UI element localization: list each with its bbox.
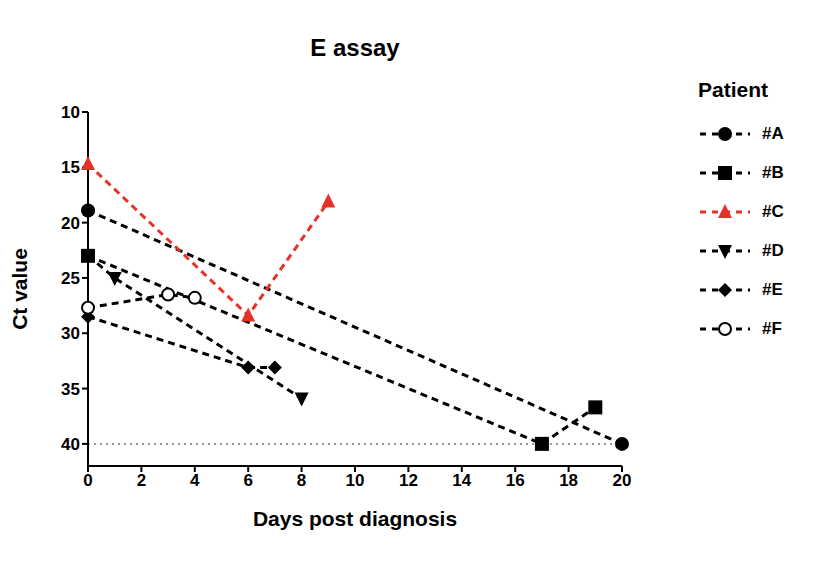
svg-text:Days post diagnosis: Days post diagnosis	[253, 507, 457, 530]
svg-text:6: 6	[243, 471, 252, 490]
html-text:#E: #E	[762, 279, 783, 299]
html-text:#C: #C	[762, 201, 784, 221]
svg-text:40: 40	[61, 435, 80, 454]
html-text:#F: #F	[762, 318, 782, 338]
svg-text:12: 12	[399, 471, 418, 490]
svg-text:35: 35	[61, 380, 80, 399]
svg-text:15: 15	[61, 158, 80, 177]
svg-text:4: 4	[190, 471, 200, 490]
svg-text:20: 20	[61, 214, 80, 233]
svg-text:25: 25	[61, 269, 80, 288]
svg-text:16: 16	[506, 471, 525, 490]
svg-text:2: 2	[137, 471, 146, 490]
svg-text:20: 20	[613, 471, 632, 490]
html-text:#A: #A	[762, 123, 784, 143]
html-text:Patient: Patient	[698, 78, 768, 101]
svg-text:Ct value: Ct value	[8, 248, 31, 330]
svg-text:30: 30	[61, 324, 80, 343]
svg-text:8: 8	[297, 471, 306, 490]
svg-text:0: 0	[83, 471, 92, 490]
svg-text:14: 14	[452, 471, 471, 490]
svg-text:18: 18	[559, 471, 578, 490]
svg-text:10: 10	[346, 471, 365, 490]
html-text:#B: #B	[762, 162, 784, 182]
svg-text:10: 10	[61, 103, 80, 122]
html-text:E assay: E assay	[310, 34, 400, 61]
html-text:#D: #D	[762, 240, 784, 260]
